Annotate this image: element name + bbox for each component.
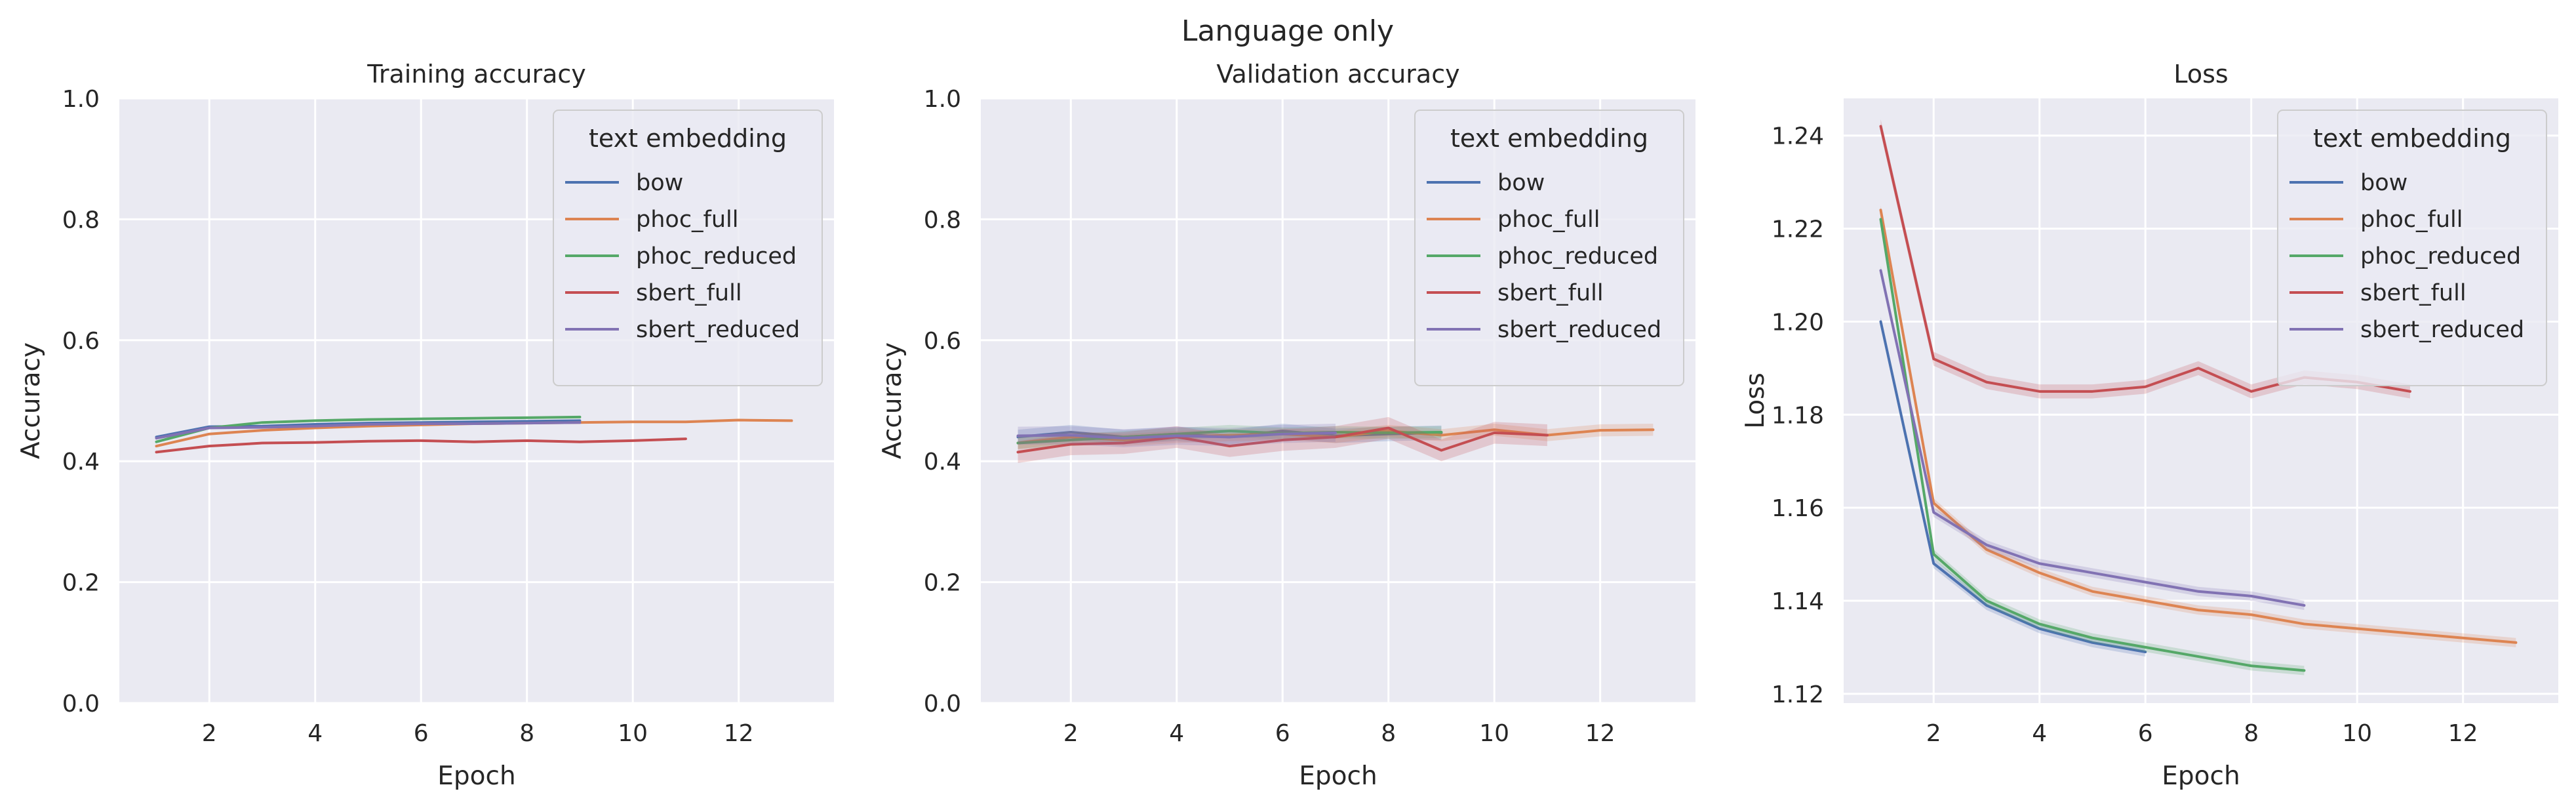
x-tick-label: 10 <box>618 720 648 747</box>
x-tick-label: 12 <box>724 720 754 747</box>
y-tick-label: 1.20 <box>1772 309 1824 336</box>
series-line-sbert_reduced <box>1879 269 2306 607</box>
y-tick-label: 1.18 <box>1772 402 1824 429</box>
series-line-phoc_reduced <box>155 415 582 443</box>
y-tick-label: 0.0 <box>924 691 961 717</box>
x-tick-label: 10 <box>2342 720 2372 747</box>
panel-3: 2 4 6 8 10 12 1.12 1.14 1.16 1.18 1.20 1.22 1.24 Loss… <box>1741 60 2558 791</box>
legend-label-sbert_reduced: sbert_reduced <box>1497 317 1661 343</box>
y-tick-label: 0.4 <box>62 449 100 475</box>
legend-label-phoc_full: phoc_full <box>636 207 739 233</box>
y-tick-label: 0.6 <box>924 328 961 355</box>
x-tick-label: 2 <box>1063 720 1079 747</box>
legend-label-sbert_full: sbert_full <box>2360 280 2467 306</box>
x-tick-label: 8 <box>2244 720 2259 747</box>
x-tick-label: 8 <box>1381 720 1396 747</box>
legend-label-sbert_reduced: sbert_reduced <box>636 317 800 343</box>
series-line-bow <box>1879 320 2147 653</box>
x-tick-label: 2 <box>1926 720 1941 747</box>
series-line-phoc_reduced <box>1016 430 1443 445</box>
y-tick-label: 0.8 <box>924 207 961 233</box>
y-tick-label: 1.0 <box>924 86 961 113</box>
series-line-sbert_full <box>1016 426 1549 454</box>
legend: text embedding bow phoc_full phoc_reducedsb… <box>1414 110 1684 386</box>
x-axis-label: Epoch <box>1299 761 1377 791</box>
series-line-sbert_reduced <box>155 421 582 440</box>
panel-1: 2 4 6 8 10 12 0.0 0.2 0.4 0.6 0.8 1.0 Training accur… <box>16 60 834 791</box>
y-tick-label: 1.0 <box>62 86 100 113</box>
legend-label-bow: bow <box>1497 170 1545 196</box>
x-axis-label: Epoch <box>437 761 515 791</box>
series-band-bow <box>1880 317 2146 657</box>
legend-label-sbert_reduced: sbert_reduced <box>2360 317 2524 343</box>
x-tick-label: 2 <box>202 720 217 747</box>
x-tick-label: 4 <box>307 720 323 747</box>
legend-label-phoc_full: phoc_full <box>1497 207 1600 233</box>
legend-label-bow: bow <box>636 170 683 196</box>
series-line-sbert_reduced <box>1016 431 1337 440</box>
legend-frame <box>553 110 823 386</box>
y-axis-label: Accuracy <box>878 342 907 459</box>
y-axis-label: Accuracy <box>16 342 46 459</box>
y-tick-label: 0.0 <box>62 691 100 717</box>
legend: text embedding bow phoc_full phoc_reducedsb… <box>553 110 823 386</box>
series-line-sbert_full <box>155 437 687 454</box>
legend-title: text embedding <box>2313 124 2511 153</box>
x-tick-label: 6 <box>2138 720 2153 747</box>
y-tick-label: 1.12 <box>1772 681 1824 708</box>
y-tick-label: 1.24 <box>1772 123 1824 150</box>
x-axis-label: Epoch <box>2162 761 2240 791</box>
y-tick-label: 0.4 <box>924 449 961 475</box>
series-group <box>155 415 793 454</box>
x-tick-label: 6 <box>414 720 429 747</box>
legend-frame <box>1414 110 1684 386</box>
y-tick-label: 0.2 <box>62 570 100 597</box>
x-tick-label: 4 <box>2032 720 2047 747</box>
figure-suptitle: Language only <box>1181 14 1394 48</box>
x-tick-label: 12 <box>1585 720 1615 747</box>
y-axis-label: Loss <box>1741 373 1770 429</box>
series-line-phoc_reduced <box>1879 218 2306 672</box>
x-tick-label: 4 <box>1169 720 1184 747</box>
legend-label-phoc_reduced: phoc_reduced <box>636 243 797 270</box>
x-tick-label: 6 <box>1275 720 1290 747</box>
legend-title: text embedding <box>589 124 787 153</box>
series-line-phoc_full <box>1879 209 2518 644</box>
legend-label-sbert_full: sbert_full <box>1497 280 1604 306</box>
panel-2: 2 4 6 8 10 12 0.0 0.2 0.4 0.6 0.8 1.0 Validation acc… <box>878 60 1695 791</box>
x-tick-label: 10 <box>1479 720 1509 747</box>
y-tick-label: 1.16 <box>1772 495 1824 522</box>
legend-title: text embedding <box>1450 124 1648 153</box>
series-group <box>1016 416 1655 463</box>
y-tick-label: 0.8 <box>62 207 100 233</box>
panel-title: Loss <box>2173 60 2228 89</box>
y-tick-label: 0.6 <box>62 328 100 355</box>
panel-title: Training accuracy <box>367 60 585 89</box>
y-tick-label: 1.14 <box>1772 588 1824 615</box>
legend-label-phoc_reduced: phoc_reduced <box>2360 243 2521 270</box>
legend-label-bow: bow <box>2360 170 2408 196</box>
x-tick-label: 8 <box>519 720 534 747</box>
legend-frame <box>2277 110 2547 386</box>
legend-label-phoc_full: phoc_full <box>2360 207 2463 233</box>
y-tick-label: 0.2 <box>924 570 961 597</box>
legend-label-sbert_full: sbert_full <box>636 280 742 306</box>
chart-panels: 2 4 6 8 10 12 0.0 0.2 0.4 0.6 0.8 1.0 Training accur… <box>16 60 2558 791</box>
panel-title: Validation accuracy <box>1216 60 1459 89</box>
legend-label-phoc_reduced: phoc_reduced <box>1497 243 1658 270</box>
legend: text embedding bow phoc_full phoc_reducedsb… <box>2277 110 2547 386</box>
y-tick-label: 1.22 <box>1772 216 1824 243</box>
x-tick-label: 12 <box>2448 720 2478 747</box>
